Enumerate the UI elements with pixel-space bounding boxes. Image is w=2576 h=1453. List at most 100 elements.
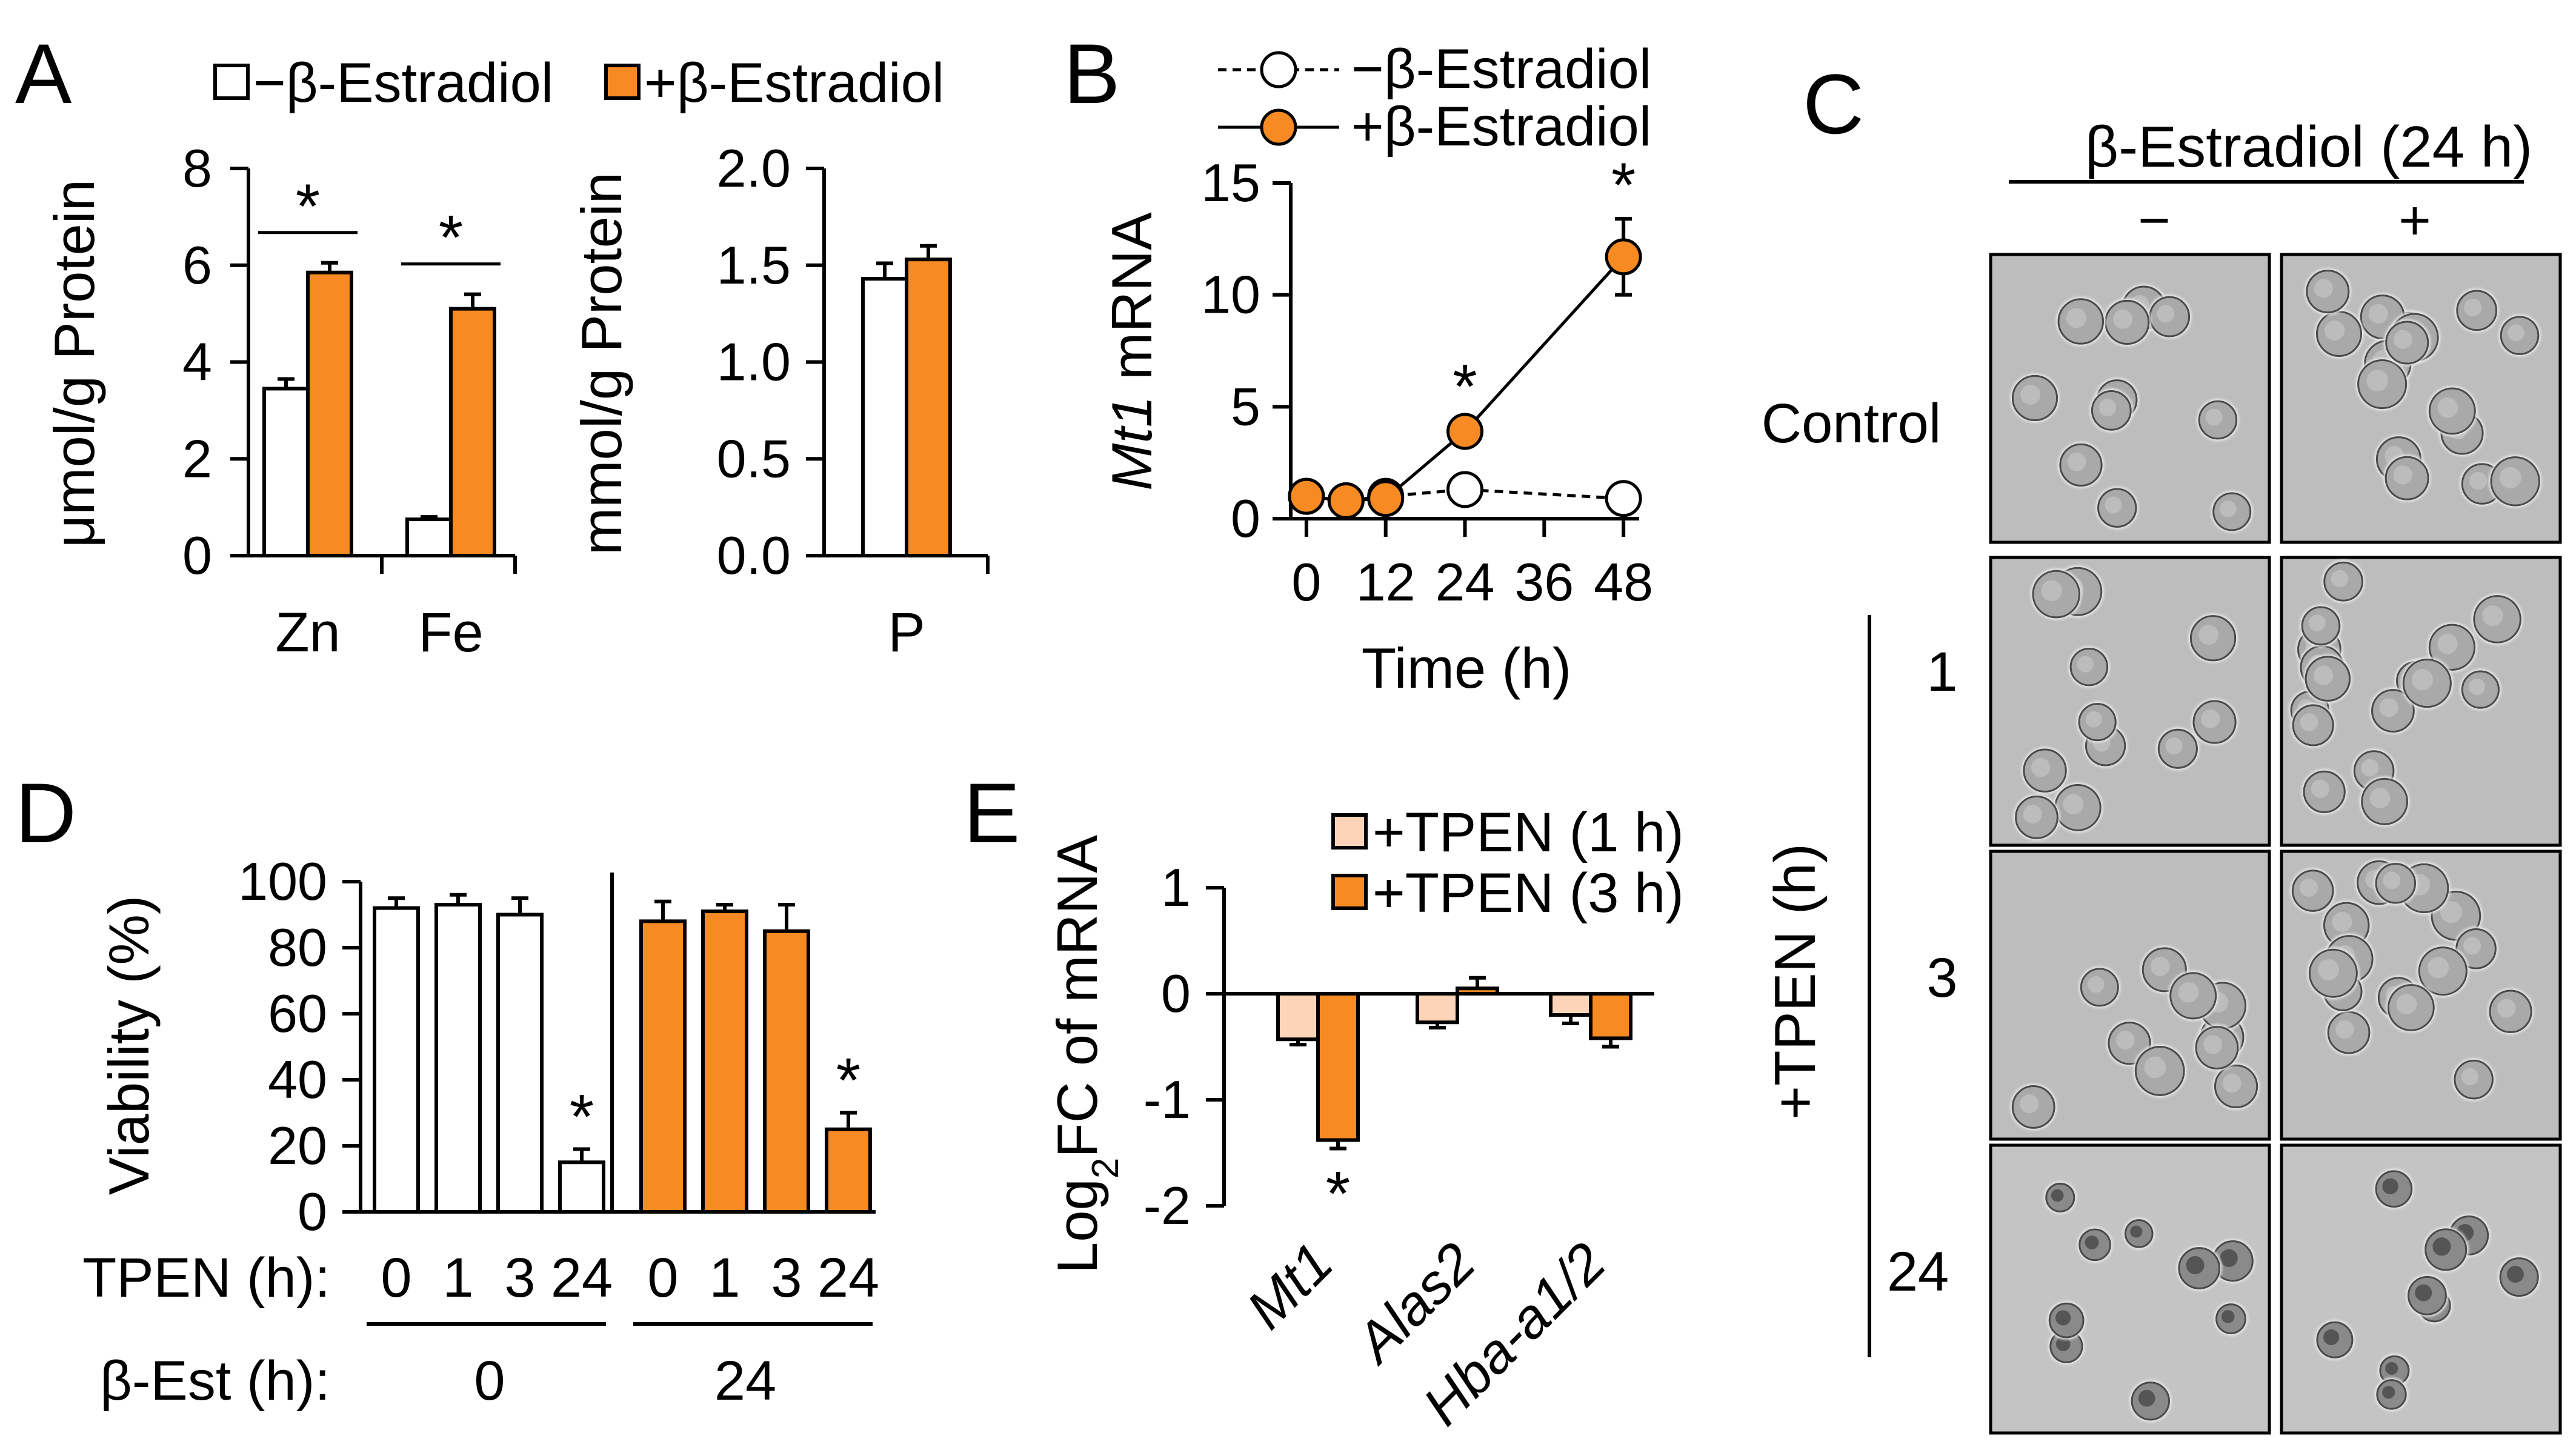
a-left-sig-star: * bbox=[296, 171, 320, 242]
cell-icon bbox=[2498, 1255, 2541, 1298]
d-bar-est24-tpen24 bbox=[825, 1127, 872, 1214]
d-y-tick-label: 60 bbox=[268, 983, 327, 1043]
c-col-label-minus: − bbox=[2138, 190, 2171, 251]
cell-icon bbox=[2214, 1302, 2248, 1336]
legend-swatch-plus-estradiol bbox=[604, 64, 641, 100]
legend-marker-minus-estradiol bbox=[1260, 51, 1297, 88]
b-legend-label-plus-estradiol: +β-Estradiol bbox=[1351, 96, 1651, 158]
e-bar-0-0 bbox=[1276, 992, 1320, 1042]
e-x-tick-mt1: Mt1 bbox=[1236, 1231, 1345, 1341]
d-tpen-tick-label: 0 bbox=[381, 1247, 411, 1309]
cell-icon bbox=[2089, 388, 2134, 433]
e-y-label: Log2FC of mRNA bbox=[1045, 835, 1127, 1274]
d-y-tick-label: 80 bbox=[268, 917, 327, 977]
b-y-label-gene: Mt1 bbox=[1100, 396, 1163, 491]
a-left-x-tick-fe: Fe bbox=[418, 602, 483, 663]
a-left-y-tick-label: 4 bbox=[182, 332, 212, 392]
panel-b-chart: −β-Estradiol +β-Estradiol 0 5 10 15 0 12 24 36 4… bbox=[1100, 38, 1653, 700]
e-y-label-pre: Log bbox=[1045, 1179, 1109, 1274]
cell-icon bbox=[2401, 657, 2454, 710]
b-point-1-1 bbox=[1327, 482, 1365, 519]
b-y-tick-label: 0 bbox=[1231, 488, 1260, 548]
a-right-y-tick-label: 0.0 bbox=[717, 525, 791, 585]
cell-icon bbox=[2304, 268, 2351, 315]
d-y-tick-label: 20 bbox=[268, 1116, 327, 1175]
cell-icon bbox=[2314, 309, 2364, 359]
cell-icon bbox=[2417, 945, 2469, 997]
cell-icon bbox=[2314, 1320, 2355, 1360]
cell-icon bbox=[2078, 966, 2121, 1008]
cell-icon bbox=[2052, 782, 2103, 833]
d-row1-label: TPEN (h): bbox=[82, 1247, 330, 1309]
b-point-1-2 bbox=[1367, 480, 1405, 517]
cell-icon bbox=[2013, 794, 2060, 841]
b-x-tick-label: 48 bbox=[1594, 552, 1653, 612]
a-right-y-tick-label: 0.5 bbox=[717, 428, 791, 488]
cell-icon bbox=[2303, 654, 2352, 703]
e-y-tick-label: -2 bbox=[1143, 1175, 1191, 1235]
cell-icon bbox=[2452, 1058, 2495, 1101]
c-header: β-Estradiol (24 h) bbox=[2085, 115, 2532, 179]
cell-icon bbox=[2103, 298, 2151, 347]
cell-icon bbox=[2383, 319, 2431, 366]
a-left-bar-fe-0 bbox=[405, 517, 453, 557]
cell-icon bbox=[2358, 293, 2407, 341]
cell-icon bbox=[2147, 294, 2192, 339]
b-point-0-4 bbox=[1605, 480, 1642, 517]
cell-icon bbox=[2168, 970, 2218, 1021]
d-bar-est0-tpen3 bbox=[496, 913, 544, 1214]
d-bar-est0-tpen0 bbox=[373, 906, 420, 1214]
cell-icon bbox=[2488, 454, 2542, 508]
b-point-0-3 bbox=[1446, 471, 1483, 508]
d-sig-star: * bbox=[570, 1082, 594, 1152]
a-right-y-label: mmol/g Protein bbox=[570, 172, 633, 555]
cell-icon bbox=[2211, 1239, 2255, 1283]
e-y-tick-label: 1 bbox=[1161, 857, 1191, 917]
c-side-label: +TPEN (h) bbox=[1763, 843, 1828, 1120]
cell-icon bbox=[2043, 1181, 2077, 1214]
d-bar-est24-tpen3 bbox=[763, 929, 810, 1214]
b-point-1-0 bbox=[1288, 477, 1325, 515]
e-bar-2-0 bbox=[1549, 992, 1593, 1017]
d-y-tick-label: 0 bbox=[298, 1182, 327, 1242]
cell-icon bbox=[2374, 1377, 2409, 1412]
e-bar-1-0 bbox=[1416, 992, 1459, 1025]
legend-marker-plus-estradiol bbox=[1260, 108, 1297, 146]
cell-icon bbox=[2498, 314, 2541, 357]
panel-c-micrographs: β-Estradiol (24 h) − + Control 1 3 24 +T… bbox=[1762, 115, 2562, 1435]
cell-icon bbox=[2321, 560, 2365, 603]
e-legend-label-1h: +TPEN (1 h) bbox=[1373, 802, 1684, 863]
a-left-y-tick-label: 0 bbox=[182, 525, 212, 585]
panel-letter-d: D bbox=[15, 765, 76, 860]
a-right-bar-p-1 bbox=[905, 258, 952, 557]
micrograph-r3-c0 bbox=[1989, 1143, 2271, 1435]
b-y-tick-label: 5 bbox=[1231, 376, 1260, 436]
c-row-label-control: Control bbox=[1762, 393, 1942, 454]
cell-icon bbox=[2030, 568, 2082, 620]
b-y-label-rest: mRNA bbox=[1100, 212, 1163, 396]
cell-icon bbox=[2355, 357, 2409, 411]
d-tpen-tick-label: 0 bbox=[647, 1247, 678, 1309]
b-y-label: Mt1 mRNA bbox=[1100, 212, 1163, 491]
a-left-sig-star: * bbox=[439, 203, 463, 273]
b-x-tick-label: 12 bbox=[1356, 552, 1416, 612]
d-tpen-tick-label: 24 bbox=[817, 1247, 879, 1309]
cell-icon bbox=[2077, 1227, 2113, 1263]
d-tpen-tick-label: 1 bbox=[442, 1247, 473, 1309]
panel-letter-a: A bbox=[15, 26, 72, 121]
panel-letter-c: C bbox=[1803, 56, 1864, 151]
c-row-label-1: 1 bbox=[1926, 641, 1957, 703]
b-point-1-3 bbox=[1446, 413, 1483, 450]
b-x-tick-label: 24 bbox=[1436, 552, 1495, 612]
cell-icon bbox=[2212, 1063, 2260, 1110]
cell-icon bbox=[2374, 861, 2418, 906]
cell-icon bbox=[2156, 727, 2200, 771]
d-sig-star: * bbox=[836, 1046, 860, 1116]
cell-icon bbox=[2326, 1009, 2372, 1056]
c-row-label-3: 3 bbox=[1926, 947, 1957, 1009]
cell-icon bbox=[2191, 699, 2238, 746]
d-tpen-tick-label: 24 bbox=[551, 1247, 613, 1309]
cell-icon bbox=[2057, 442, 2105, 488]
panel-letter-b: B bbox=[1063, 26, 1120, 121]
